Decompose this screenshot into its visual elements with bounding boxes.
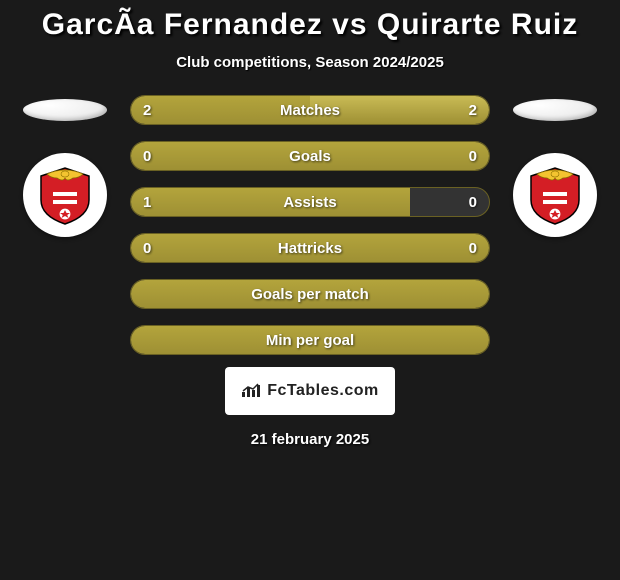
- stat-bar: 00Hattricks: [130, 233, 490, 263]
- benfica-shield-icon: [527, 164, 583, 226]
- stat-bar: Goals per match: [130, 279, 490, 309]
- stat-bar: 10Assists: [130, 187, 490, 217]
- watermark-text: FcTables.com: [267, 382, 379, 400]
- watermark-badge: FcTables.com: [225, 367, 395, 415]
- comparison-content: 22Matches 00Goals 10Assists 00Hattricks Goal…: [0, 95, 620, 355]
- player-left-club-badge: [23, 153, 107, 237]
- player-right-silhouette: [513, 99, 597, 121]
- benfica-shield-icon: [37, 164, 93, 226]
- stat-label: Assists: [131, 194, 489, 211]
- stat-bar: Min per goal: [130, 325, 490, 355]
- stat-label: Hattricks: [131, 240, 489, 257]
- stat-label: Goals: [131, 148, 489, 165]
- stat-bar: 22Matches: [130, 95, 490, 125]
- stat-label: Matches: [131, 102, 489, 119]
- player-left-silhouette: [23, 99, 107, 121]
- page-subtitle: Club competitions, Season 2024/2025: [176, 54, 444, 71]
- player-right-column: [490, 95, 620, 355]
- stat-bars: 22Matches 00Goals 10Assists 00Hattricks Goal…: [130, 95, 490, 355]
- stat-label: Min per goal: [131, 332, 489, 349]
- player-left-column: [0, 95, 130, 355]
- player-right-club-badge: [513, 153, 597, 237]
- chart-icon: [241, 382, 261, 401]
- stat-bar: 00Goals: [130, 141, 490, 171]
- comparison-date: 21 february 2025: [251, 431, 369, 448]
- page-title: GarcÃ­a Fernandez vs Quirarte Ruiz: [42, 8, 579, 42]
- stat-label: Goals per match: [131, 286, 489, 303]
